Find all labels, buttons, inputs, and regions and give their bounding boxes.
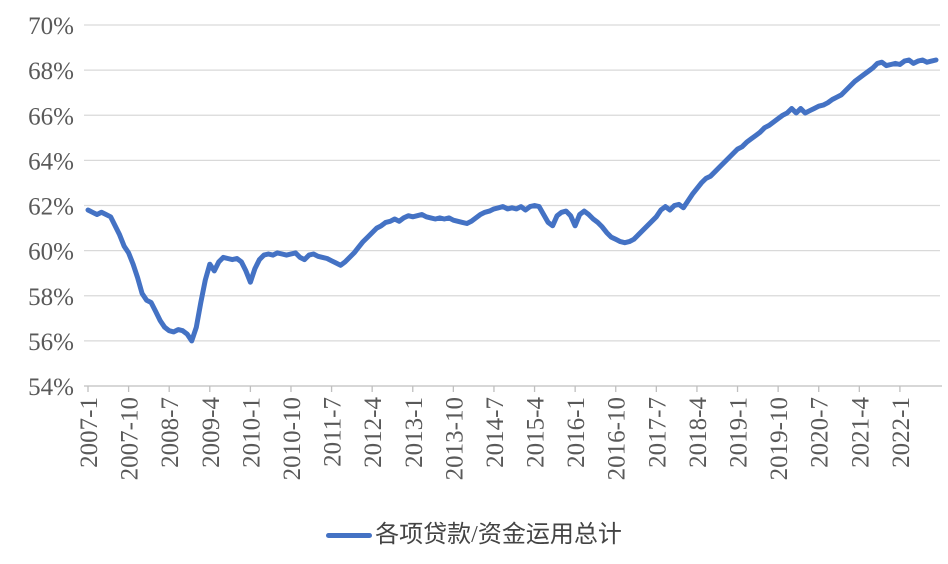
series-line-loans-ratio xyxy=(85,57,939,344)
x-axis-tick-label: 2021-4 xyxy=(847,397,874,468)
y-axis-tick-label: 64% xyxy=(28,148,74,175)
x-axis-tick-label: 2020-7 xyxy=(807,397,834,468)
x-axis-tick-label: 2013-1 xyxy=(401,397,428,468)
legend: 各项贷款/资金运用总计 xyxy=(0,523,948,547)
x-axis-tick-label: 2010-1 xyxy=(238,397,265,468)
x-axis-tick-label: 2008-7 xyxy=(157,397,184,468)
x-axis-tick-label: 2022-1 xyxy=(888,397,915,468)
x-axis-tick-label: 2013-10 xyxy=(441,397,468,480)
x-axis-tick-label: 2014-7 xyxy=(482,397,509,468)
x-axis-tick-label: 2012-4 xyxy=(360,397,387,468)
x-axis-tick-label: 2018-4 xyxy=(685,397,712,468)
y-axis-tick-label: 60% xyxy=(28,239,74,266)
y-axis-tick-label: 58% xyxy=(28,284,74,311)
y-axis-tick-label: 62% xyxy=(28,194,74,221)
x-axis-tick-label: 2009-4 xyxy=(198,397,225,468)
x-axis-tick-label: 2011-7 xyxy=(320,397,347,467)
x-axis-tick-label: 2019-10 xyxy=(766,397,793,480)
y-axis-tick-label: 68% xyxy=(28,58,74,85)
x-axis-tick-label: 2019-1 xyxy=(726,397,753,468)
x-axis-tick-label: 2007-10 xyxy=(117,397,144,480)
x-axis-tick-label: 2015-4 xyxy=(523,397,550,468)
y-axis-tick-label: 66% xyxy=(28,103,74,130)
x-axis-tick-label: 2017-7 xyxy=(644,397,671,468)
y-axis-tick-label: 54% xyxy=(28,374,74,401)
x-axis-tick-label: 2016-1 xyxy=(563,397,590,468)
x-axis-tick-label: 2016-10 xyxy=(604,397,631,480)
legend-series-label: 各项贷款/资金运用总计 xyxy=(375,522,622,548)
y-axis-tick-label: 56% xyxy=(28,329,74,356)
y-axis-tick-label: 70% xyxy=(28,13,74,40)
chart-plot-area: 70% 68% 66% 64% 62% 60% 58% 56% 54%2007-1 2007-10… xyxy=(28,13,942,480)
x-axis-tick-label: 2010-10 xyxy=(279,397,306,480)
legend-line-swatch xyxy=(326,532,373,538)
x-axis-tick-label: 2007-1 xyxy=(76,397,103,468)
